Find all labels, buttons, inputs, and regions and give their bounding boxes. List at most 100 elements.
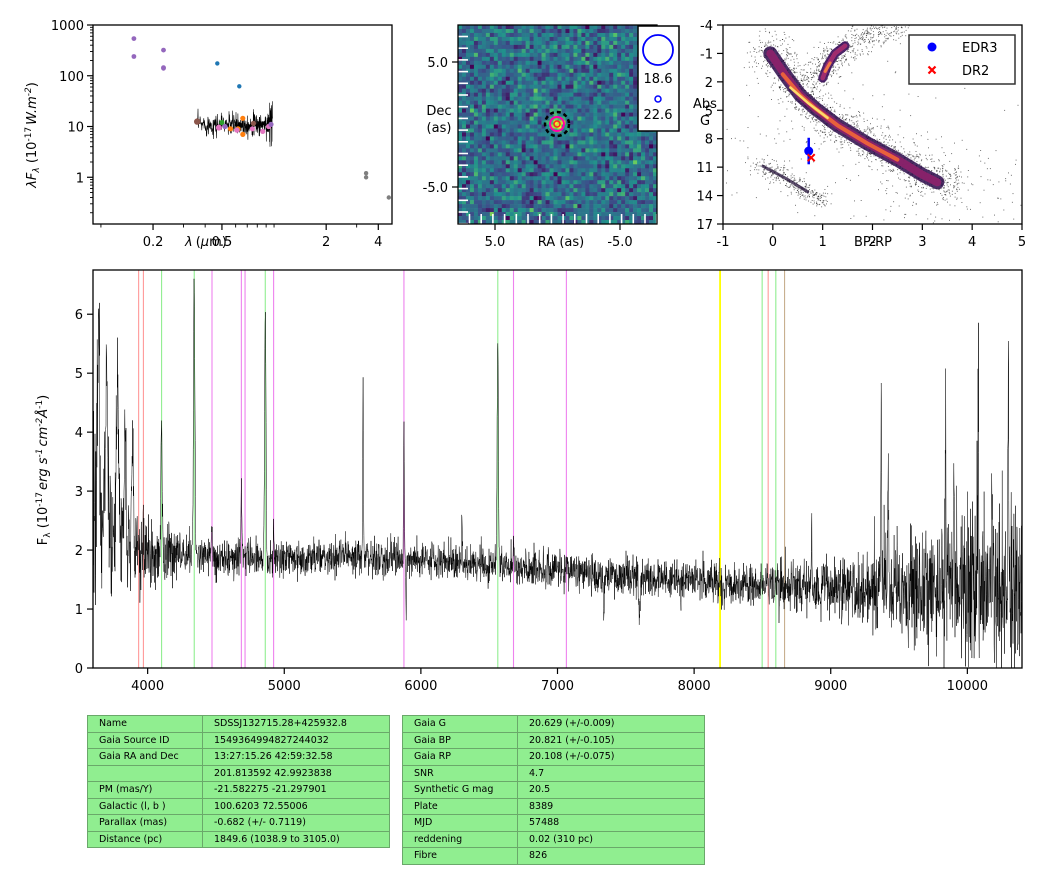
hr-wd-star	[787, 169, 789, 171]
image-pixel	[477, 64, 483, 70]
image-pixel	[477, 204, 483, 209]
hr-wd-star	[756, 163, 758, 165]
image-xtick-label: -5.0	[607, 235, 632, 250]
hr-field-star	[971, 183, 972, 185]
image-pixel	[537, 40, 542, 46]
hr-ms-star	[857, 150, 859, 152]
image-pixel	[477, 200, 483, 205]
image-pixel	[649, 164, 654, 169]
sed-point	[161, 65, 166, 71]
image-pixel	[553, 144, 558, 149]
image-pixel	[561, 44, 566, 50]
hr-ms-star	[812, 117, 814, 118]
image-pixel	[617, 28, 622, 34]
hr-giant-star	[831, 48, 833, 50]
image-pixel	[497, 148, 503, 153]
image-pixel	[617, 220, 622, 225]
image-pixel	[497, 116, 503, 121]
image-pixel	[481, 84, 487, 89]
image-pixel	[649, 184, 654, 189]
image-pixel	[565, 208, 570, 213]
image-pixel	[458, 152, 463, 157]
hr-wd-star	[777, 167, 779, 169]
hr-ms-star	[897, 134, 899, 136]
image-pixel	[473, 72, 479, 78]
image-pixel	[641, 136, 646, 141]
image-pixel	[581, 204, 586, 209]
hr-ms-star	[874, 135, 876, 137]
hr-wd-star	[761, 158, 763, 160]
hr-ms-star	[814, 119, 816, 120]
image-pixel	[625, 96, 630, 101]
image-pixel	[521, 92, 526, 97]
image-pixel	[633, 28, 638, 34]
image-pixel	[485, 60, 491, 66]
image-pixel	[533, 160, 538, 165]
hr-wd-star	[788, 186, 790, 188]
image-pixel	[601, 172, 606, 177]
image-pixel	[581, 188, 586, 193]
hr-ms-star	[876, 125, 878, 127]
image-pixel	[585, 92, 590, 97]
hr-wd-star	[790, 191, 792, 193]
image-pixel	[537, 96, 542, 101]
image-pixel	[545, 100, 550, 105]
image-pixel	[509, 204, 515, 209]
hr-giant-star	[857, 44, 859, 46]
image-pixel	[569, 188, 574, 193]
image-pixel	[641, 196, 646, 201]
image-pixel	[485, 128, 491, 133]
image-pixel	[645, 136, 650, 141]
hr-field-star	[795, 204, 796, 206]
image-pixel	[573, 172, 578, 177]
image-pixel	[625, 32, 630, 38]
image-pixel	[533, 48, 538, 54]
image-pixel	[625, 28, 630, 34]
hr-wd-star	[805, 184, 807, 186]
image-pixel	[513, 144, 518, 149]
image-pixel	[533, 152, 538, 157]
image-pixel	[589, 80, 594, 85]
image-pixel	[621, 212, 626, 217]
image-pixel	[469, 56, 475, 62]
image-pixel	[529, 180, 534, 185]
hr-giant-star	[854, 29, 856, 31]
hr-giant-star	[850, 30, 852, 32]
hr-field-star	[983, 189, 985, 191]
image-pixel	[541, 100, 546, 105]
hr-ms-star	[786, 89, 788, 91]
image-pixel	[553, 25, 558, 30]
image-pixel	[497, 84, 503, 89]
hr-giant-star	[856, 28, 858, 30]
image-pixel	[589, 200, 594, 205]
hr-giant-star	[810, 61, 812, 63]
hr-giant-star	[905, 35, 907, 37]
image-pixel	[633, 212, 638, 217]
image-pixel	[537, 88, 542, 93]
hr-wd-star	[826, 203, 827, 205]
image-pixel	[529, 96, 534, 101]
hr-giant-star	[845, 60, 847, 62]
image-pixel	[485, 100, 491, 105]
image-pixel	[601, 132, 606, 137]
image-pixel	[613, 52, 618, 58]
image-pixel	[458, 52, 463, 58]
image-pixel	[477, 144, 483, 149]
image-pixel	[597, 36, 602, 42]
image-pixel	[589, 92, 594, 97]
hr-ms-star	[817, 97, 819, 99]
image-pixel	[589, 188, 594, 193]
image-pixel	[585, 184, 590, 189]
hr-wd-star	[814, 189, 816, 191]
image-pixel	[613, 160, 618, 165]
image-pixel	[469, 196, 475, 201]
image-pixel	[589, 25, 594, 30]
image-pixel	[493, 160, 499, 165]
image-pixel	[569, 28, 574, 34]
hr-giant-star	[842, 39, 844, 41]
hr-ms-star	[783, 40, 785, 42]
image-pixel	[629, 116, 634, 121]
image-pixel	[621, 76, 626, 82]
image-pixel	[577, 92, 582, 97]
sed-point	[240, 115, 246, 121]
